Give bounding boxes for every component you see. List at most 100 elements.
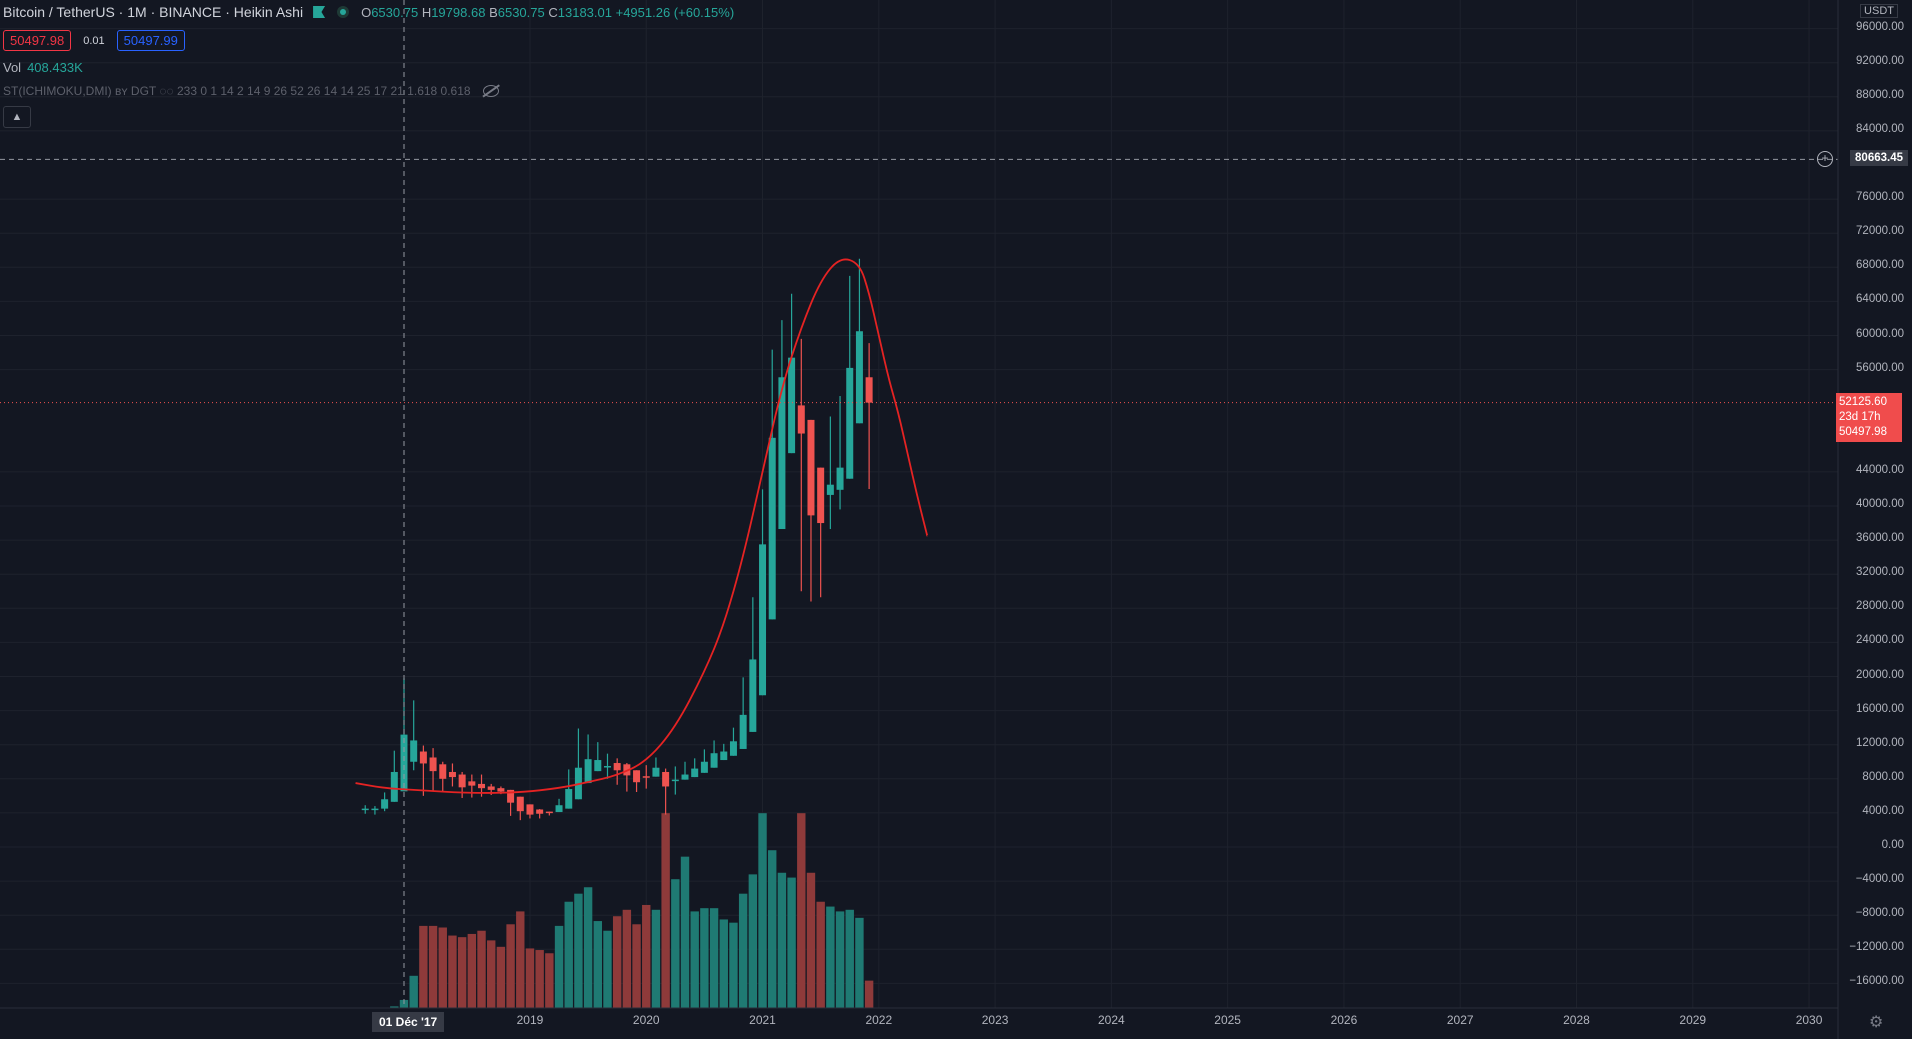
- candle-body: [545, 811, 553, 814]
- candle: [778, 320, 786, 530]
- candle: [865, 343, 873, 489]
- candle-body: [594, 760, 602, 772]
- price-tick-label: 64000.00: [1856, 293, 1904, 306]
- bid-price-value: 50497.98: [1839, 425, 1887, 438]
- candle-body: [865, 377, 873, 403]
- candle-body: [739, 714, 747, 749]
- volume-bar: [835, 911, 845, 1008]
- volume-bar: [603, 930, 612, 1008]
- candle: [826, 416, 834, 530]
- volume-bar: [680, 856, 690, 1008]
- candle-body: [361, 808, 369, 811]
- last-price-label: 52125.60 23d 17h 50497.98: [1836, 392, 1902, 442]
- time-tick-label: 2027: [1446, 1013, 1474, 1027]
- candle: [536, 809, 544, 819]
- volume-label: Vol: [3, 60, 22, 75]
- price-tick-label: 68000.00: [1856, 259, 1904, 272]
- candle: [671, 766, 679, 795]
- volume-bar: [709, 908, 719, 1008]
- gear-icon[interactable]: ⚙: [1869, 1014, 1884, 1031]
- grid: [0, 0, 1838, 1008]
- candle-body: [700, 761, 708, 773]
- collapse-legend-button[interactable]: ▲: [3, 106, 31, 128]
- sell-button[interactable]: 50497.98: [3, 30, 72, 51]
- candle-body: [720, 751, 728, 761]
- candle: [633, 770, 641, 793]
- indicator-legend[interactable]: ST(ICHIMOKU,DMI) ʙʏ DGT ◌◌ 233 0 1 14 2 …: [3, 84, 499, 98]
- candle-body: [555, 805, 563, 813]
- candle: [390, 750, 398, 802]
- candle-body: [603, 766, 611, 768]
- volume-bar: [806, 872, 816, 1008]
- price-tick-label: −8000.00: [1855, 907, 1904, 920]
- volume-bar: [651, 909, 661, 1008]
- candle-body: [526, 804, 534, 815]
- volume-bar: [700, 908, 709, 1008]
- price-tick-label: 92000.00: [1856, 54, 1904, 67]
- candle-body: [419, 751, 427, 764]
- symbol-title[interactable]: Bitcoin / TetherUS · 1M · BINANCE · Heik…: [3, 4, 304, 20]
- volume-bars: [390, 813, 874, 1008]
- price-tick-label: −4000.00: [1855, 873, 1904, 886]
- legend-header: Bitcoin / TetherUS · 1M · BINANCE · Heik…: [3, 4, 734, 20]
- candle: [807, 419, 815, 602]
- volume-bar: [719, 919, 728, 1008]
- price-tick-label: 24000.00: [1856, 634, 1904, 647]
- candle: [468, 774, 476, 798]
- candle: [691, 758, 699, 778]
- market-status-icon[interactable]: [337, 6, 350, 18]
- high-value: 19798.68: [431, 4, 486, 20]
- candle: [545, 811, 553, 816]
- projection-line[interactable]: [355, 258, 929, 794]
- flag-icon[interactable]: [313, 6, 326, 18]
- candle-body: [478, 783, 486, 789]
- candle-body: [817, 467, 825, 524]
- currency-label[interactable]: USDT: [1860, 4, 1898, 18]
- volume-bar: [748, 874, 758, 1008]
- candle-body: [749, 659, 757, 732]
- candle-body: [836, 467, 844, 490]
- add-alert-plus-icon[interactable]: +: [1817, 151, 1833, 168]
- candle: [681, 761, 689, 780]
- volume-bar: [564, 901, 573, 1008]
- trade-panel: 50497.98 0.01 50497.99: [3, 30, 185, 51]
- price-tick-label: 20000.00: [1856, 668, 1904, 681]
- crosshair-date-label: 01 Déc '17: [372, 1012, 445, 1032]
- volume-bar: [574, 893, 583, 1008]
- price-tick-label: 40000.00: [1856, 498, 1904, 510]
- candle: [642, 765, 650, 789]
- price-tick-label: 32000.00: [1856, 566, 1904, 579]
- candle-body: [400, 734, 408, 792]
- candle-body: [613, 763, 621, 771]
- candle: [603, 753, 611, 779]
- hidden-eye-icon[interactable]: [482, 85, 499, 97]
- volume-bar: [729, 922, 738, 1008]
- candle: [739, 677, 747, 749]
- volume-bar: [622, 909, 632, 1008]
- volume-bar: [826, 906, 835, 1008]
- low-value: 6530.75: [497, 4, 545, 20]
- candle-body: [778, 377, 786, 530]
- candle: [662, 768, 670, 815]
- price-tick-label: 76000.00: [1856, 191, 1904, 204]
- candle: [855, 258, 863, 424]
- candle-body: [642, 776, 650, 778]
- volume-bar: [768, 850, 777, 1008]
- change-value: +4951.26 (+60.15%): [615, 4, 735, 20]
- volume-bar: [487, 940, 496, 1008]
- candle: [419, 745, 427, 796]
- close-value: 13183.01: [557, 4, 612, 20]
- price-tick-label: 60000.00: [1856, 327, 1904, 340]
- candle-body: [448, 771, 456, 778]
- price-tick-label: 12000.00: [1856, 736, 1904, 749]
- volume-bar: [545, 953, 554, 1008]
- indicator-label: ST(ICHIMOKU,DMI) ʙʏ DGT ◌◌ 233 0 1 14 2 …: [3, 84, 471, 98]
- volume-legend[interactable]: Vol 408.433K: [3, 60, 83, 75]
- buy-button[interactable]: 50497.99: [116, 30, 185, 51]
- volume-bar: [477, 930, 486, 1008]
- crosshair: [0, 0, 1838, 1008]
- volume-bar: [690, 911, 699, 1008]
- price-tick-label: 44000.00: [1856, 463, 1904, 476]
